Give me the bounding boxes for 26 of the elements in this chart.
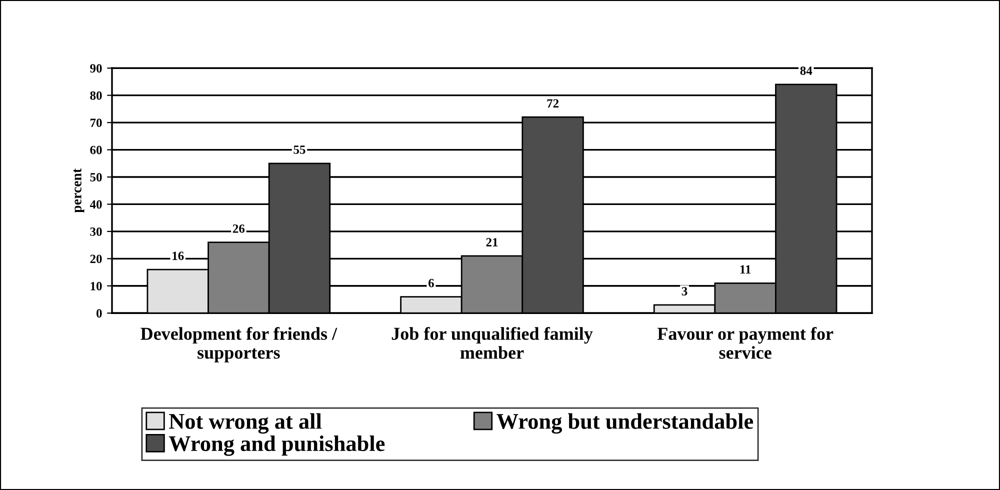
- y-tick-label: 70: [90, 118, 102, 128]
- y-axis-title: percent: [73, 168, 84, 213]
- data-label: 21: [486, 238, 498, 246]
- data-label: 26: [232, 224, 245, 233]
- y-tick-label: 80: [90, 91, 102, 100]
- y-tick-label: 30: [90, 227, 102, 236]
- y-tick-label: 50: [90, 173, 102, 182]
- data-label: 16: [172, 252, 184, 260]
- data-label: 72: [547, 99, 559, 108]
- y-tick-label: 60: [90, 146, 102, 154]
- data-label: 6: [428, 278, 434, 288]
- legend-label: Wrong and punishable: [168, 435, 385, 456]
- y-tick-label: 10: [90, 282, 102, 290]
- data-label: 11: [740, 265, 751, 274]
- data-label: 3: [682, 287, 688, 296]
- legend-label: Not wrong at all: [169, 413, 322, 434]
- x-tick-label: Development for friends / supporters: [140, 327, 338, 362]
- legend-label: Wrong but understandable: [496, 413, 754, 434]
- data-label: 84: [800, 66, 812, 75]
- y-tick-label: 90: [90, 64, 102, 73]
- data-label: 55: [294, 146, 306, 154]
- x-tick-label: Job for unqualified family member: [392, 327, 593, 359]
- y-tick-label: 40: [90, 200, 102, 209]
- y-tick-label: 20: [90, 254, 102, 264]
- x-tick-label: Favour or payment for service: [657, 327, 834, 359]
- y-tick-label: 0: [96, 309, 102, 318]
